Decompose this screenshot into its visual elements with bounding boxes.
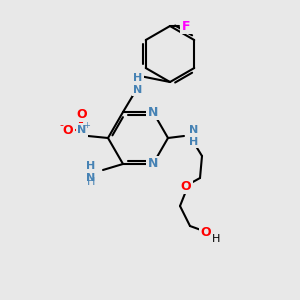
- Text: -: -: [59, 120, 63, 130]
- Text: N: N: [148, 158, 158, 170]
- Text: O: O: [181, 179, 191, 193]
- Text: F: F: [182, 20, 190, 32]
- Text: H: H: [87, 177, 95, 187]
- Text: N
H: N H: [189, 125, 199, 147]
- Text: O: O: [201, 226, 211, 238]
- Text: H
N: H N: [86, 161, 96, 183]
- Text: H
N: H N: [134, 73, 142, 95]
- Text: +: +: [84, 121, 90, 130]
- Text: N: N: [77, 125, 87, 135]
- Text: O: O: [77, 107, 87, 121]
- Text: N: N: [148, 106, 158, 118]
- Text: O: O: [63, 124, 73, 136]
- Text: H: H: [212, 234, 220, 244]
